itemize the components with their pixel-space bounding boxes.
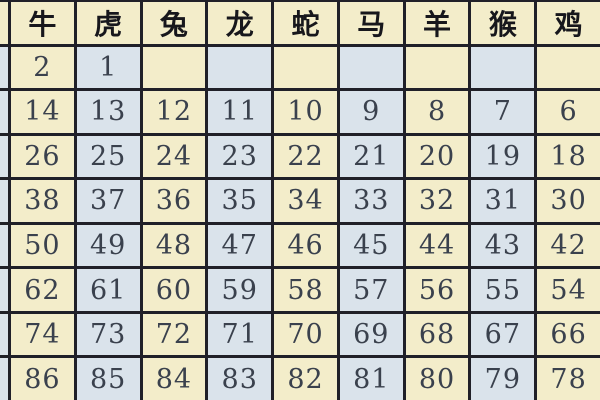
table-cell-r0-c6 — [405, 46, 469, 89]
table-cell-r5-c6: 56 — [405, 269, 469, 311]
table-cell-r6-c3: 71 — [208, 313, 272, 356]
table-cell-r1-c1: 13 — [76, 91, 140, 133]
table-cell-r3-c2: 36 — [142, 180, 206, 222]
table-cell-r5-c7: 55 — [471, 269, 535, 311]
table-cell-r1-c8: 6 — [537, 91, 600, 133]
table-cell-r2-c4: 22 — [274, 135, 337, 178]
table-cell-r6-c4: 70 — [274, 313, 337, 356]
table-cell-r7-c7: 79 — [471, 358, 535, 400]
table-cell-r4-c3: 47 — [208, 224, 272, 267]
table-cell-r5-c0: 62 — [11, 269, 74, 311]
column-header-1: 虎 — [76, 2, 140, 44]
table-cell-r3-c8: 30 — [537, 180, 600, 222]
table-cell-r5-c8: 54 — [537, 269, 600, 311]
table-cell-r7-c8: 78 — [537, 358, 600, 400]
table-cell-r4-c6: 44 — [405, 224, 469, 267]
table-cell-r0-c0: 2 — [11, 46, 74, 89]
table-cell-r2-c0: 26 — [11, 135, 74, 178]
partial-column-cell — [0, 180, 8, 222]
table-cell-r5-c5: 57 — [339, 269, 403, 311]
table-cell-r4-c4: 46 — [274, 224, 337, 267]
table-cell-r0-c7 — [471, 46, 535, 89]
table-cell-r2-c7: 19 — [471, 135, 535, 178]
table-cell-r7-c2: 84 — [142, 358, 206, 400]
column-header-8: 鸡 — [537, 2, 600, 44]
column-header-0: 牛 — [11, 2, 74, 44]
table-cell-r0-c2 — [142, 46, 206, 89]
table-cell-r2-c1: 25 — [76, 135, 140, 178]
partial-column-cell — [0, 224, 8, 267]
table-cell-r2-c8: 18 — [537, 135, 600, 178]
table-cell-r4-c5: 45 — [339, 224, 403, 267]
column-header-2: 兔 — [142, 2, 206, 44]
table-cell-r3-c7: 31 — [471, 180, 535, 222]
table-cell-r3-c5: 33 — [339, 180, 403, 222]
table-cell-r5-c4: 58 — [274, 269, 337, 311]
table-cell-r1-c6: 8 — [405, 91, 469, 133]
table-cell-r7-c6: 80 — [405, 358, 469, 400]
table-cell-r3-c3: 35 — [208, 180, 272, 222]
table-cell-r2-c2: 24 — [142, 135, 206, 178]
partial-column-cell — [0, 91, 8, 133]
table-cell-r5-c2: 60 — [142, 269, 206, 311]
table-cell-r6-c6: 68 — [405, 313, 469, 356]
partial-column-cell — [0, 358, 8, 400]
partial-column-cell — [0, 313, 8, 356]
table-cell-r7-c0: 86 — [11, 358, 74, 400]
table-cell-r1-c2: 12 — [142, 91, 206, 133]
table-cell-r7-c3: 83 — [208, 358, 272, 400]
column-header-5: 马 — [339, 2, 403, 44]
table-cell-r7-c1: 85 — [76, 358, 140, 400]
column-header-7: 猴 — [471, 2, 535, 44]
table-cell-r0-c4 — [274, 46, 337, 89]
table-cell-r6-c5: 69 — [339, 313, 403, 356]
table-cell-r2-c3: 23 — [208, 135, 272, 178]
table-cell-r4-c2: 48 — [142, 224, 206, 267]
table-cell-r0-c1: 1 — [76, 46, 140, 89]
table-cell-r1-c5: 9 — [339, 91, 403, 133]
table-cell-r2-c5: 21 — [339, 135, 403, 178]
table-cell-r4-c1: 49 — [76, 224, 140, 267]
table-cell-r3-c6: 32 — [405, 180, 469, 222]
table-cell-r5-c3: 59 — [208, 269, 272, 311]
table-cell-r3-c0: 38 — [11, 180, 74, 222]
table-cell-r0-c5 — [339, 46, 403, 89]
table-cell-r4-c7: 43 — [471, 224, 535, 267]
partial-column-cell — [0, 135, 8, 178]
table-cell-r1-c4: 10 — [274, 91, 337, 133]
table-cell-r0-c3 — [208, 46, 272, 89]
table-cell-r3-c1: 37 — [76, 180, 140, 222]
table-cell-r3-c4: 34 — [274, 180, 337, 222]
column-header-4: 蛇 — [274, 2, 337, 44]
table-cell-r4-c0: 50 — [11, 224, 74, 267]
table-cell-r6-c0: 74 — [11, 313, 74, 356]
table-cell-r5-c1: 61 — [76, 269, 140, 311]
table-cell-r6-c8: 66 — [537, 313, 600, 356]
table-cell-r1-c3: 11 — [208, 91, 272, 133]
table-cell-r6-c1: 73 — [76, 313, 140, 356]
table-cell-r7-c4: 82 — [274, 358, 337, 400]
column-header-6: 羊 — [405, 2, 469, 44]
table-cell-r6-c7: 67 — [471, 313, 535, 356]
table-cell-r7-c5: 81 — [339, 358, 403, 400]
table-cell-r4-c8: 42 — [537, 224, 600, 267]
table-cell-r0-c8 — [537, 46, 600, 89]
table-cell-r1-c0: 14 — [11, 91, 74, 133]
column-header-3: 龙 — [208, 2, 272, 44]
table-cell-r6-c2: 72 — [142, 313, 206, 356]
table-cell-r1-c7: 7 — [471, 91, 535, 133]
partial-column-cell — [0, 46, 8, 89]
partial-column-cell — [0, 269, 8, 311]
table-cell-r2-c6: 20 — [405, 135, 469, 178]
partial-column-header-cell — [0, 2, 8, 44]
